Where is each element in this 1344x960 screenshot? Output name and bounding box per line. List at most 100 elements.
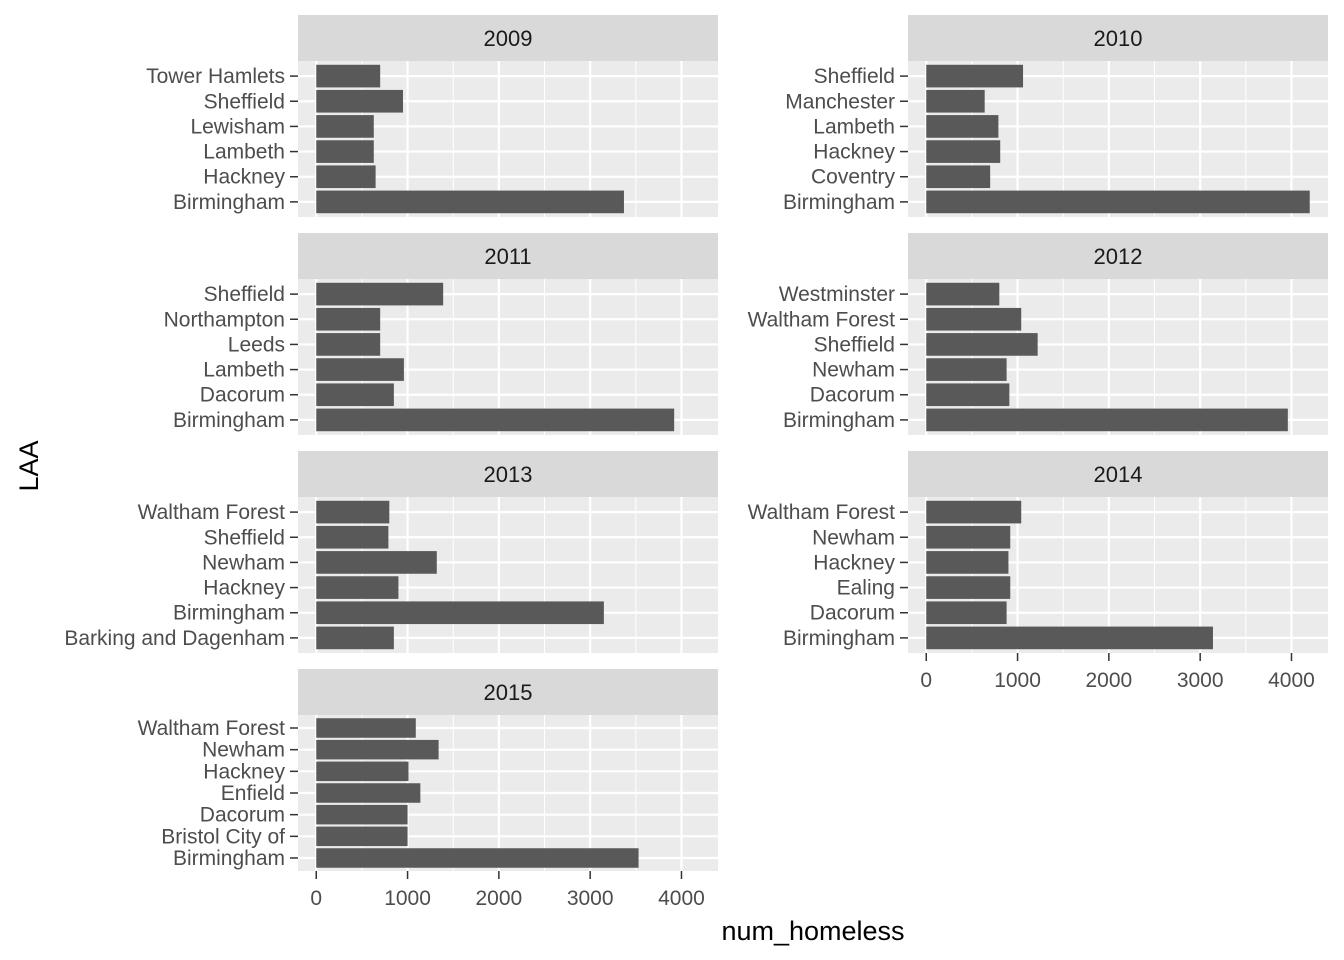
y-tick-label: Dacorum (810, 602, 895, 625)
facet-strip-label: 2013 (484, 462, 533, 487)
y-tick-label: Newham (202, 551, 285, 574)
bar-lambeth (316, 358, 404, 381)
bar-hackney (316, 576, 399, 599)
y-tick-label: Manchester (785, 90, 895, 113)
bar-hackney (926, 140, 1001, 163)
y-tick-label: Newham (812, 526, 895, 549)
y-tick-label: Lambeth (203, 141, 285, 164)
facet-strip (298, 233, 718, 279)
facet-panel-2013: 2013 Barking and DagenhamBirminghamHackne… (64, 451, 718, 653)
bar-westminster (926, 282, 1000, 306)
bar-enfield (316, 783, 421, 803)
y-tick-label: Coventry (811, 166, 896, 189)
facet-strip-label: 2009 (484, 26, 533, 51)
y-tick-label: Dacorum (200, 384, 285, 407)
y-tick-label: Sheffield (204, 526, 285, 549)
y-tick-label: Waltham Forest (138, 717, 286, 740)
bar-newham (316, 739, 439, 760)
bar-sheffield (926, 64, 1024, 88)
facet-strip-label: 2011 (484, 244, 531, 269)
y-tick-label: Bristol City of (161, 825, 285, 848)
x-tick-label: 4000 (658, 887, 705, 910)
bar-birmingham (926, 190, 1310, 214)
bar-lambeth (926, 115, 999, 138)
y-tick-label: Dacorum (810, 384, 895, 407)
bar-sheffield (316, 89, 403, 113)
bar-waltham-forest (316, 500, 390, 524)
facet-strip-label: 2015 (484, 680, 533, 705)
bar-coventry (926, 165, 991, 189)
bar-newham (926, 525, 1011, 549)
facet-strip-label: 2012 (1094, 244, 1143, 269)
y-tick-label: Hackney (203, 166, 285, 189)
y-tick-label: Waltham Forest (748, 501, 896, 524)
bar-dacorum (316, 383, 394, 407)
bar-birmingham (316, 601, 604, 625)
y-tick-label: Birmingham (173, 847, 285, 870)
y-tick-label: Westminster (779, 283, 895, 306)
facet-strip (298, 669, 718, 715)
facet-strip-label: 2010 (1094, 26, 1143, 51)
bar-sheffield (926, 333, 1038, 356)
x-tick-label: 0 (920, 669, 932, 692)
y-tick-label: Ealing (837, 577, 895, 600)
bar-birmingham (316, 190, 624, 214)
y-tick-label: Sheffield (814, 65, 895, 88)
bar-birmingham (316, 408, 675, 432)
facet-strip (298, 451, 718, 497)
bar-manchester (926, 89, 985, 113)
bar-dacorum (926, 383, 1010, 407)
x-tick-label: 2000 (476, 887, 523, 910)
bar-lambeth (316, 140, 374, 163)
bar-newham (316, 551, 437, 574)
bar-waltham-forest (926, 307, 1022, 331)
y-tick-label: Lewisham (190, 115, 285, 138)
x-tick-label: 0 (310, 887, 322, 910)
bar-northampton (316, 307, 381, 331)
x-tick-label: 1000 (384, 887, 431, 910)
y-tick-label: Waltham Forest (748, 308, 896, 331)
y-tick-label: Birmingham (173, 191, 285, 214)
y-tick-label: Tower Hamlets (146, 65, 285, 88)
y-tick-label: Hackney (813, 551, 895, 574)
facet-panels: 2009BirminghamHackneyLambethLewishamShef… (64, 15, 1328, 910)
y-tick-label: Hackney (203, 760, 285, 783)
y-tick-label: Birmingham (173, 409, 285, 432)
y-tick-label: Hackney (813, 141, 895, 164)
x-tick-label: 4000 (1268, 669, 1315, 692)
bar-dacorum (926, 601, 1007, 625)
y-tick-label: Birmingham (783, 409, 895, 432)
bar-hackney (316, 165, 376, 189)
bar-sheffield (316, 282, 444, 306)
bar-newham (926, 358, 1007, 381)
bar-leeds (316, 333, 381, 356)
bar-hackney (926, 551, 1009, 574)
facet-strip (908, 451, 1328, 497)
y-tick-label: Enfield (221, 782, 285, 805)
x-tick-label: 2000 (1086, 669, 1133, 692)
y-tick-label: Lambeth (203, 359, 285, 382)
bar-birmingham (316, 848, 639, 868)
x-tick-label: 3000 (1177, 669, 1224, 692)
facet-strip (908, 233, 1328, 279)
y-tick-label: Sheffield (204, 283, 285, 306)
y-tick-label: Birmingham (783, 191, 895, 214)
y-tick-label: Sheffield (814, 333, 895, 356)
y-tick-label: Barking and Dagenham (64, 627, 285, 650)
bar-waltham-forest (316, 718, 416, 738)
facet-strip (908, 15, 1328, 61)
y-tick-label: Lambeth (813, 115, 895, 138)
bar-barking-and-dagenham (316, 626, 394, 650)
bar-birmingham (926, 626, 1213, 650)
bar-lewisham (316, 115, 374, 138)
x-axis-title: num_homeless (721, 916, 904, 946)
y-tick-label: Newham (202, 739, 285, 762)
x-tick-label: 1000 (994, 669, 1041, 692)
bar-tower-hamlets (316, 64, 381, 88)
bar-waltham-forest (926, 500, 1022, 524)
y-axis-title: LAA (14, 440, 44, 491)
